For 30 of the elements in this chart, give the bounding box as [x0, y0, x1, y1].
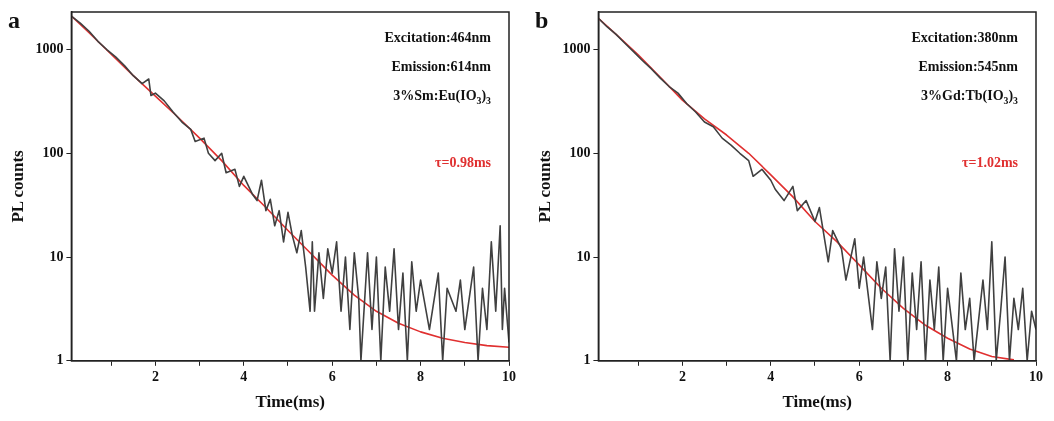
y-tick-label: 1: [583, 352, 591, 368]
x-axis-title: Time(ms): [255, 392, 325, 412]
annotation: τ=1.02ms: [961, 155, 1019, 170]
chart-title: b: [535, 7, 549, 33]
y-axis-title: PL counts: [534, 149, 554, 223]
x-tick-label: 6: [855, 368, 863, 384]
y-tick-label: 10: [49, 248, 64, 264]
y-tick-label: 10: [576, 248, 591, 264]
y-tick-label: 1000: [35, 41, 64, 57]
x-tick-label: 6: [328, 368, 336, 384]
x-tick-label: 4: [240, 368, 248, 384]
x-tick-label: 4: [767, 368, 775, 384]
chart-title: a: [8, 7, 20, 33]
y-tick-label: 100: [42, 144, 64, 160]
x-tick-label: 2: [678, 368, 686, 384]
y-axis-title: PL counts: [7, 149, 27, 223]
annotation: Emission:545nm: [918, 59, 1019, 74]
annotation: Emission:614nm: [391, 59, 492, 74]
y-tick-label: 1: [56, 352, 64, 368]
x-tick-label: 8: [944, 368, 952, 384]
x-tick-label: 10: [1029, 368, 1043, 384]
annotation: Excitation:464nm: [384, 30, 492, 45]
x-tick-label: 8: [417, 368, 425, 384]
annotation: Excitation:380nm: [911, 30, 1019, 45]
x-tick-label: 10: [502, 368, 516, 384]
x-tick-label: 2: [151, 368, 159, 384]
y-tick-label: 1000: [562, 41, 591, 57]
x-axis-title: Time(ms): [782, 392, 852, 412]
y-tick-label: 100: [569, 144, 591, 160]
annotation: τ=0.98ms: [434, 155, 492, 170]
